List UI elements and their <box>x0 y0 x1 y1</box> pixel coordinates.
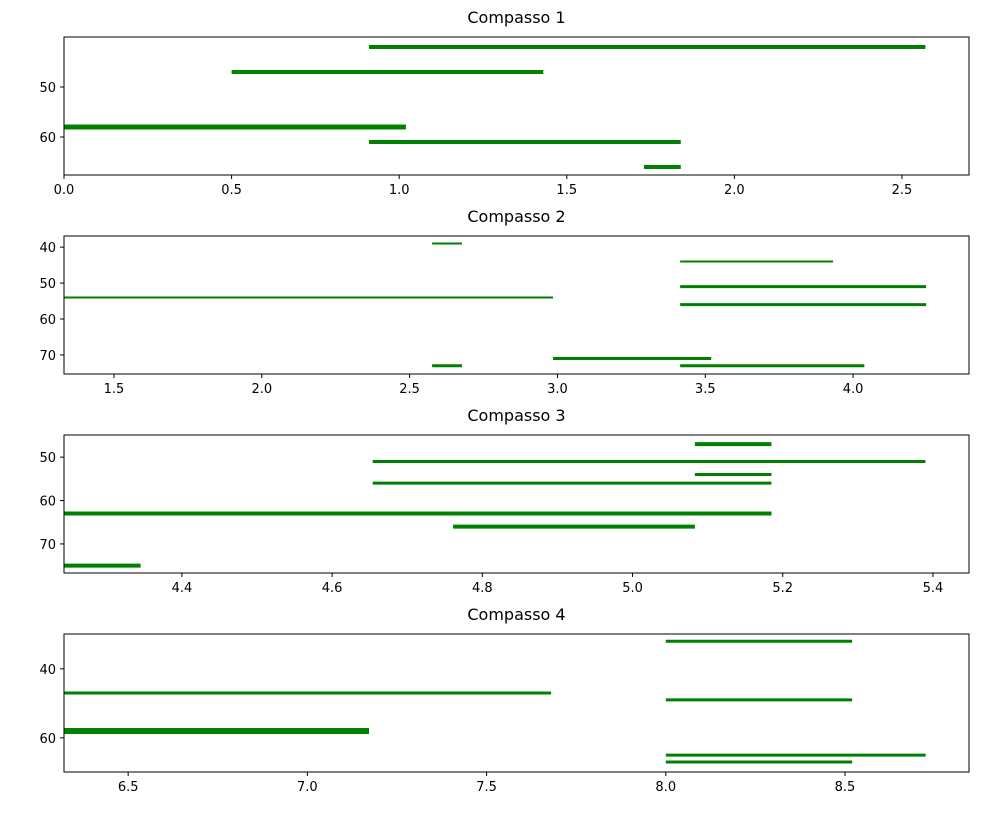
y-tick-label: 60 <box>39 131 56 146</box>
x-tick-label: 2.0 <box>724 183 745 198</box>
x-tick-label: 0.5 <box>221 183 242 198</box>
chart-title: Compasso 3 <box>467 406 565 425</box>
x-tick-label: 8.5 <box>835 780 856 795</box>
x-tick-label: 3.0 <box>547 382 568 397</box>
x-tick-label: 4.4 <box>172 581 193 596</box>
x-tick-label: 4.8 <box>472 581 493 596</box>
y-tick-label: 50 <box>39 277 56 292</box>
y-tick-label: 60 <box>39 313 56 328</box>
plot-frame <box>63 235 970 375</box>
x-tick-label: 3.5 <box>695 382 716 397</box>
x-tick-label: 4.0 <box>843 382 864 397</box>
y-tick-label: 40 <box>39 663 56 678</box>
y-tick-label: 40 <box>39 241 56 256</box>
chart-title: Compasso 4 <box>467 605 565 624</box>
x-tick-label: 2.0 <box>251 382 272 397</box>
x-tick-label: 2.5 <box>399 382 420 397</box>
chart-title: Compasso 1 <box>467 8 565 27</box>
x-tick-label: 0.0 <box>54 183 75 198</box>
y-tick-label: 60 <box>39 732 56 747</box>
x-tick-label: 5.4 <box>923 581 944 596</box>
y-tick-label: 60 <box>39 495 56 510</box>
x-tick-label: 2.5 <box>892 183 913 198</box>
y-tick-label: 70 <box>39 538 56 553</box>
x-tick-label: 7.5 <box>476 780 497 795</box>
plot-frame <box>63 36 970 176</box>
x-tick-label: 4.6 <box>322 581 343 596</box>
chart-title: Compasso 2 <box>467 207 565 226</box>
x-tick-label: 1.0 <box>389 183 410 198</box>
x-tick-label: 1.5 <box>556 183 577 198</box>
x-tick-label: 6.5 <box>118 780 139 795</box>
x-tick-label: 7.0 <box>297 780 318 795</box>
x-tick-label: 5.2 <box>772 581 793 596</box>
y-tick-label: 50 <box>39 451 56 466</box>
y-tick-label: 70 <box>39 349 56 364</box>
plot-frame <box>63 434 970 574</box>
x-tick-label: 5.0 <box>622 581 643 596</box>
y-tick-label: 50 <box>39 81 56 96</box>
x-tick-label: 8.0 <box>655 780 676 795</box>
x-tick-label: 1.5 <box>104 382 125 397</box>
plot-frame <box>63 633 970 773</box>
